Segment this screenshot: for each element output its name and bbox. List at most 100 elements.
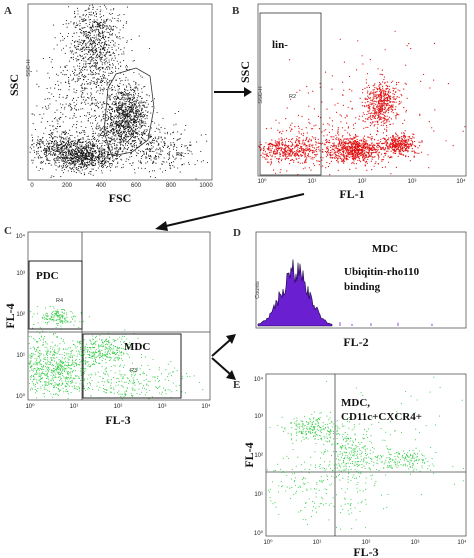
event-dot bbox=[129, 163, 131, 165]
event-dot bbox=[116, 110, 118, 112]
event-dot bbox=[113, 137, 115, 139]
event-dot bbox=[346, 157, 348, 160]
event-dot bbox=[86, 87, 88, 89]
event-dot bbox=[99, 13, 101, 15]
event-dot bbox=[92, 71, 94, 73]
event-dot bbox=[59, 66, 62, 68]
event-dot bbox=[32, 123, 34, 125]
event-dot bbox=[101, 153, 103, 155]
event-dot bbox=[134, 122, 136, 124]
event-dot bbox=[79, 151, 81, 153]
event-dot bbox=[398, 103, 400, 105]
event-dot bbox=[76, 141, 78, 143]
event-dot bbox=[362, 159, 364, 161]
event-dot bbox=[53, 141, 56, 143]
event-dot bbox=[97, 23, 99, 25]
event-dot bbox=[108, 96, 110, 98]
event-dot bbox=[112, 160, 115, 162]
event-dot bbox=[82, 90, 84, 92]
event-dot bbox=[85, 37, 87, 39]
event-dot bbox=[299, 147, 301, 150]
event-dot bbox=[88, 19, 90, 21]
event-dot bbox=[106, 119, 108, 121]
event-dot bbox=[120, 141, 122, 143]
event-dot bbox=[85, 23, 87, 25]
event-dot bbox=[65, 97, 67, 99]
event-dot bbox=[82, 42, 85, 44]
event-dot bbox=[344, 138, 346, 140]
event-dot bbox=[117, 106, 119, 108]
event-dot bbox=[52, 145, 54, 148]
event-dot bbox=[376, 94, 378, 96]
event-dot bbox=[118, 107, 120, 109]
event-dot bbox=[122, 27, 124, 29]
event-dot bbox=[73, 140, 75, 142]
event-dot bbox=[104, 71, 106, 73]
event-dot bbox=[111, 67, 113, 69]
event-dot bbox=[126, 121, 128, 123]
event-dot bbox=[92, 12, 94, 15]
event-dot bbox=[170, 162, 173, 164]
event-dot bbox=[69, 50, 71, 52]
event-dot bbox=[379, 141, 382, 143]
event-dot bbox=[133, 143, 136, 145]
event-dot bbox=[87, 118, 90, 120]
event-dot bbox=[336, 155, 338, 157]
event-dot bbox=[119, 148, 121, 150]
event-dot bbox=[285, 151, 287, 153]
event-dot bbox=[119, 116, 121, 118]
event-dot bbox=[138, 105, 140, 107]
event-dot bbox=[382, 89, 384, 91]
event-dot bbox=[120, 155, 122, 157]
event-dot bbox=[110, 79, 112, 81]
event-dot bbox=[63, 131, 65, 133]
event-dot bbox=[88, 164, 91, 166]
event-dot bbox=[136, 152, 138, 154]
event-dot bbox=[361, 142, 363, 144]
event-dot bbox=[364, 146, 367, 149]
event-dot bbox=[63, 138, 65, 140]
event-dot bbox=[121, 115, 123, 117]
event-dot bbox=[79, 139, 81, 141]
event-dot bbox=[152, 160, 155, 162]
event-dot bbox=[379, 97, 381, 99]
event-dot bbox=[117, 118, 119, 120]
event-dot bbox=[82, 31, 85, 33]
event-dot bbox=[48, 150, 50, 152]
event-dot bbox=[91, 64, 93, 66]
event-dot bbox=[146, 157, 148, 159]
event-dot bbox=[99, 90, 101, 92]
event-dot bbox=[341, 154, 343, 156]
event-dot bbox=[111, 107, 113, 109]
event-dot bbox=[123, 114, 126, 116]
event-dot bbox=[91, 157, 93, 159]
event-dot bbox=[386, 121, 388, 123]
event-dot bbox=[99, 133, 101, 135]
event-dot bbox=[140, 125, 142, 127]
event-dot bbox=[365, 162, 367, 164]
event-dot bbox=[56, 141, 59, 144]
event-dot bbox=[376, 87, 378, 89]
event-dot bbox=[81, 101, 83, 103]
event-dot bbox=[40, 161, 42, 163]
event-dot bbox=[61, 160, 63, 162]
event-dot bbox=[110, 26, 112, 28]
event-dot bbox=[310, 158, 312, 160]
event-dot bbox=[42, 107, 44, 109]
event-dot bbox=[60, 150, 62, 152]
event-dot bbox=[271, 156, 273, 158]
event-dot bbox=[393, 93, 395, 95]
event-dot bbox=[302, 140, 304, 142]
event-dot bbox=[157, 149, 159, 151]
event-dot bbox=[89, 60, 91, 62]
event-dot bbox=[46, 159, 48, 161]
event-dot bbox=[108, 72, 110, 74]
event-dot bbox=[77, 161, 79, 163]
event-dot bbox=[107, 148, 110, 150]
event-dot bbox=[106, 157, 108, 159]
event-dot bbox=[53, 48, 55, 50]
event-dot bbox=[81, 156, 83, 158]
event-dot bbox=[381, 160, 383, 162]
event-dot bbox=[123, 126, 125, 128]
event-dot bbox=[323, 143, 325, 145]
